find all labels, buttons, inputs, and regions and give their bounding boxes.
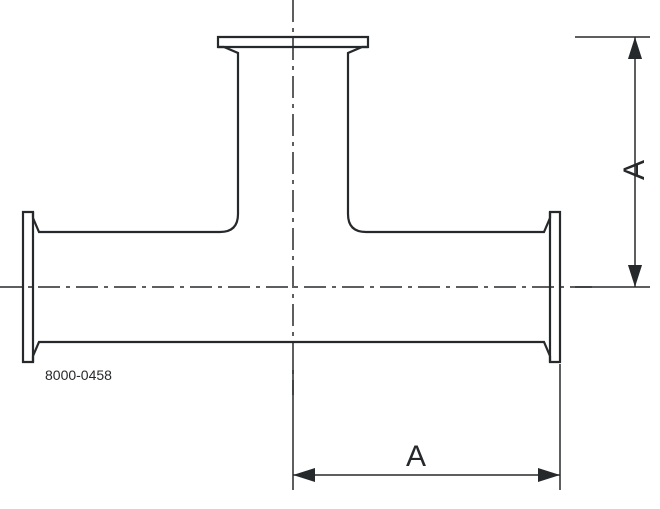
dim-vertical-label: A xyxy=(618,160,651,180)
dim-horizontal-label: A xyxy=(406,440,426,473)
tee-fitting-diagram: 8000-0458 A A xyxy=(0,0,660,509)
centerlines xyxy=(0,0,595,395)
dimensions xyxy=(293,37,650,490)
tee-outline xyxy=(23,37,560,362)
drawing-number: 8000-0458 xyxy=(45,367,112,383)
